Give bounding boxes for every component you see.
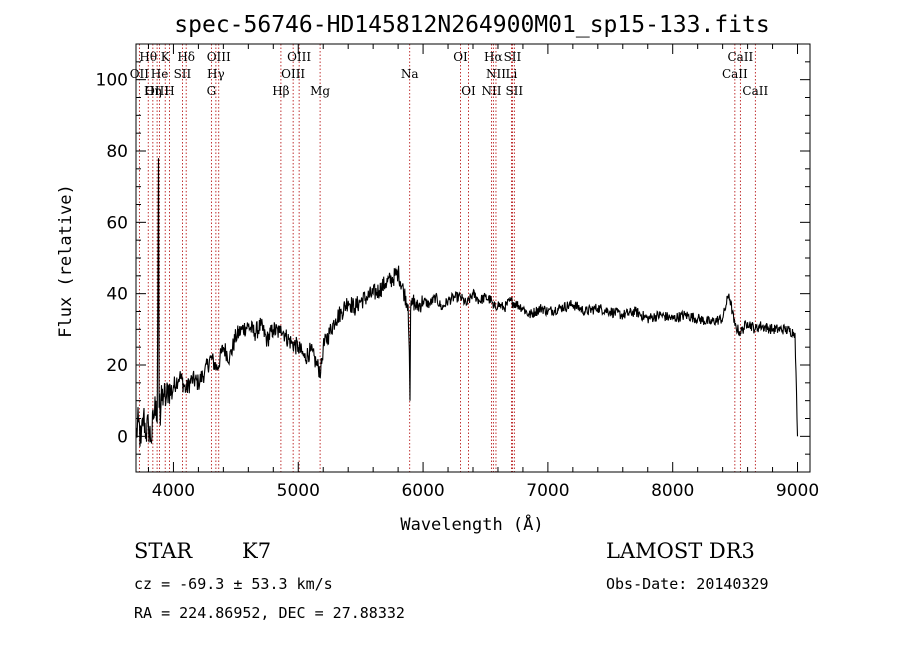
line-label-24: SII [505, 84, 523, 98]
object-class: STAR [134, 539, 193, 563]
line-label-17: OI [453, 50, 468, 64]
y-tick-label-3: 60 [106, 213, 128, 233]
line-label-9: OIII [207, 50, 231, 64]
line-label-14: Hβ [272, 84, 289, 98]
line-label-21: NII [486, 67, 506, 81]
line-label-23: NII [481, 84, 501, 98]
line-label-25: CaII [727, 50, 753, 64]
line-label-7: SII [174, 67, 192, 81]
y-axis-label: Flux (relative) [56, 184, 76, 338]
x-tick-label-4: 8000 [651, 481, 694, 501]
y-tick-label-1: 20 [106, 356, 128, 376]
x-tick-label-5: 9000 [776, 481, 819, 501]
y-tick-label-4: 80 [106, 142, 128, 162]
chart-title: spec-56746-HD145812N264900M01_sp15-133.f… [174, 12, 769, 38]
line-label-1: OII [130, 67, 150, 81]
line-label-5: K [161, 50, 171, 64]
line-label-20: SII [504, 50, 522, 64]
spectral-line-markers [138, 44, 756, 472]
y-tick-label-2: 40 [106, 285, 128, 305]
line-label-0: Hθ [139, 50, 157, 64]
line-label-8: Hδ [177, 50, 195, 64]
line-label-18: OI [461, 84, 476, 98]
line-label-27: CaII [742, 84, 768, 98]
observation-date: Obs-Date: 20140329 [606, 575, 769, 593]
x-tick-label-1: 5000 [277, 481, 320, 501]
line-label-3: He [151, 67, 169, 81]
line-label-2: OIII [145, 84, 169, 98]
line-label-4: Hη [144, 84, 162, 98]
line-label-13: OIII [281, 67, 305, 81]
line-label-10: Hγ [207, 67, 225, 81]
line-label-26: CaII [722, 67, 748, 81]
spectrum-line [135, 158, 799, 447]
survey-name: LAMOST DR3 [606, 539, 755, 563]
object-subclass: K7 [242, 539, 272, 563]
line-label-6: H [164, 84, 174, 98]
line-label-15: Mg [310, 84, 330, 98]
coordinates: RA = 224.86952, DEC = 27.88332 [134, 604, 405, 622]
line-label-19: Hα [484, 50, 503, 64]
x-axis-label: Wavelength (Å) [400, 513, 543, 535]
x-tick-label-2: 6000 [401, 481, 444, 501]
x-tick-label-0: 4000 [152, 481, 195, 501]
line-label-16: Na [401, 67, 419, 81]
line-label-11: G [207, 84, 217, 98]
y-axis-ticks: 0 20 40 60 80 100 [96, 43, 810, 473]
y-tick-label-5: 100 [96, 71, 128, 91]
x-axis-ticks: 4000 5000 6000 7000 8000 9000 [147, 44, 819, 501]
redshift-value: cz = -69.3 ± 53.3 km/s [134, 575, 333, 593]
line-label-22: Li [506, 67, 518, 81]
line-label-12: OIII [287, 50, 311, 64]
plot-frame [135, 43, 811, 473]
x-tick-label-3: 7000 [526, 481, 569, 501]
y-tick-label-0: 0 [117, 427, 128, 447]
